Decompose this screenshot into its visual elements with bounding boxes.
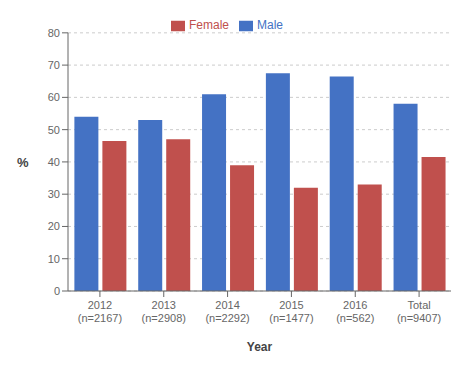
- svg-text:Year: Year: [247, 340, 273, 354]
- svg-text:2013(n=2908): 2013(n=2908): [142, 299, 186, 324]
- svg-text:30: 30: [48, 188, 60, 200]
- svg-text:2016(n=562): 2016(n=562): [336, 299, 374, 324]
- svg-text:10: 10: [48, 253, 60, 265]
- svg-text:20: 20: [48, 220, 60, 232]
- svg-text:50: 50: [48, 124, 60, 136]
- svg-text:0: 0: [54, 285, 60, 297]
- svg-text:60: 60: [48, 91, 60, 103]
- svg-text:80: 80: [48, 27, 60, 39]
- svg-text:2012(n=2167): 2012(n=2167): [78, 299, 122, 324]
- svg-text:70: 70: [48, 59, 60, 71]
- html-text:Male: Male: [257, 18, 283, 32]
- svg-text:%: %: [17, 155, 29, 170]
- svg-text:40: 40: [48, 156, 60, 168]
- svg-text:2014(n=2292): 2014(n=2292): [205, 299, 249, 324]
- html-text:Female: Female: [189, 18, 229, 32]
- svg-text:2015(n=1477): 2015(n=1477): [269, 299, 313, 324]
- svg-text:Total(n=9407): Total(n=9407): [397, 299, 441, 324]
